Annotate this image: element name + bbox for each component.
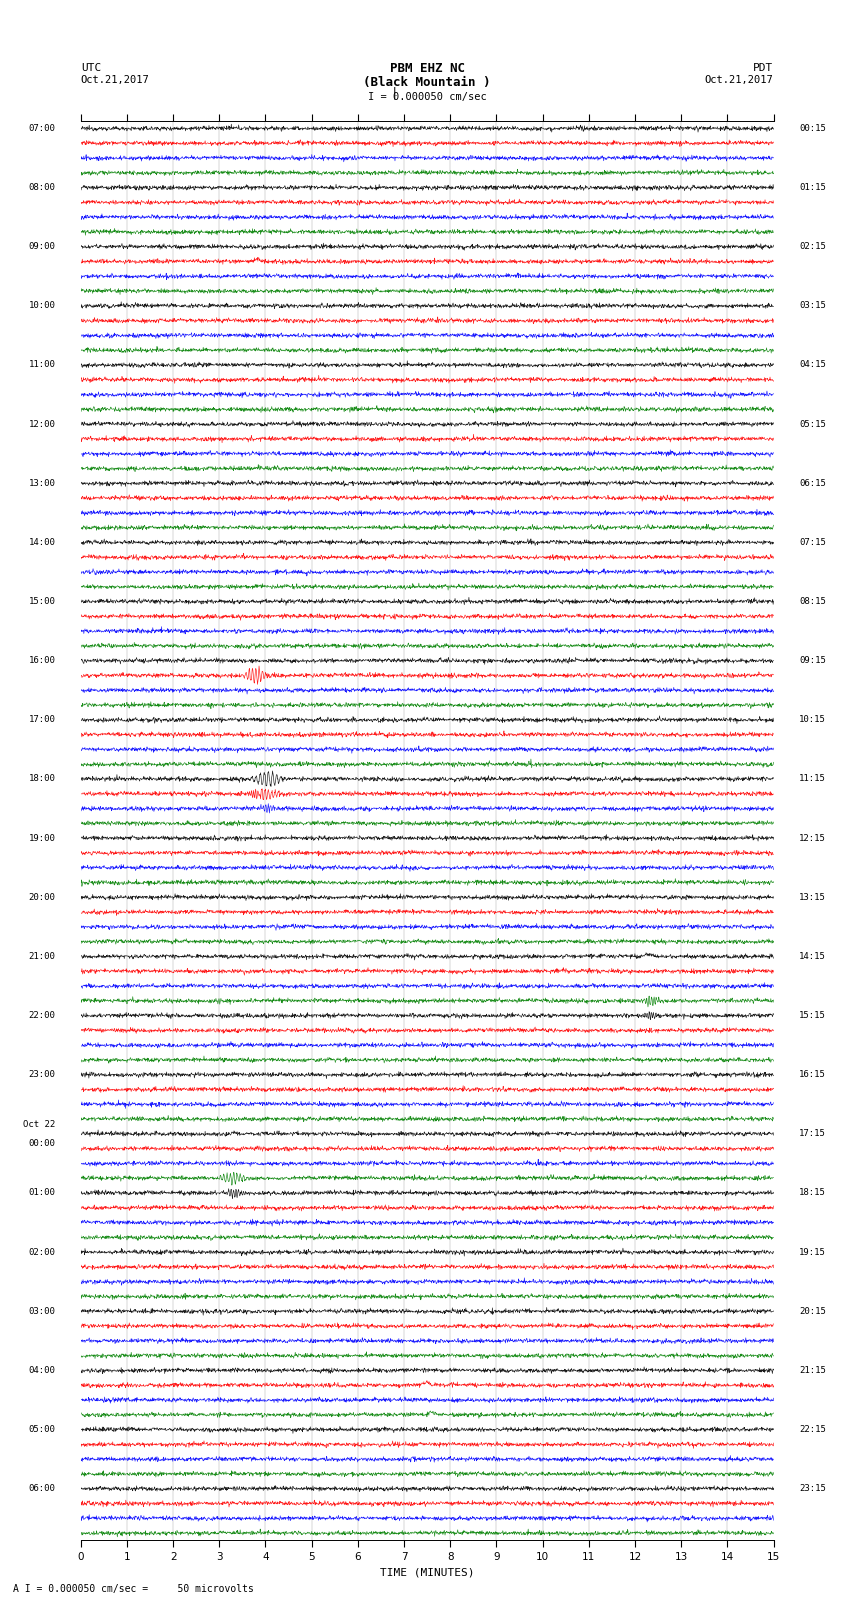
Text: 00:00: 00:00 [28, 1139, 55, 1148]
Text: 04:00: 04:00 [28, 1366, 55, 1374]
Text: A I = 0.000050 cm/sec =     50 microvolts: A I = 0.000050 cm/sec = 50 microvolts [13, 1584, 253, 1594]
Text: 13:15: 13:15 [799, 892, 826, 902]
Text: 17:15: 17:15 [799, 1129, 826, 1139]
Text: 18:00: 18:00 [28, 774, 55, 784]
Text: 02:00: 02:00 [28, 1247, 55, 1257]
Text: 08:15: 08:15 [799, 597, 826, 606]
Text: 07:15: 07:15 [799, 537, 826, 547]
Text: PDT: PDT [753, 63, 774, 73]
Text: 05:00: 05:00 [28, 1424, 55, 1434]
Text: 11:00: 11:00 [28, 360, 55, 369]
Text: 11:15: 11:15 [799, 774, 826, 784]
Text: 07:00: 07:00 [28, 124, 55, 132]
Text: 14:15: 14:15 [799, 952, 826, 961]
Text: 06:15: 06:15 [799, 479, 826, 487]
Text: 04:15: 04:15 [799, 360, 826, 369]
Text: UTC: UTC [81, 63, 101, 73]
Text: 02:15: 02:15 [799, 242, 826, 252]
Text: 06:00: 06:00 [28, 1484, 55, 1494]
Text: 15:00: 15:00 [28, 597, 55, 606]
Text: PBM EHZ NC: PBM EHZ NC [389, 61, 465, 76]
Text: 09:15: 09:15 [799, 656, 826, 665]
Text: |: | [391, 85, 399, 100]
Text: 10:00: 10:00 [28, 302, 55, 310]
Text: 23:15: 23:15 [799, 1484, 826, 1494]
Text: 03:15: 03:15 [799, 302, 826, 310]
Text: 08:00: 08:00 [28, 182, 55, 192]
Text: 22:15: 22:15 [799, 1424, 826, 1434]
Text: 10:15: 10:15 [799, 715, 826, 724]
Text: 23:00: 23:00 [28, 1069, 55, 1079]
Text: 03:00: 03:00 [28, 1307, 55, 1316]
Text: Oct 22: Oct 22 [23, 1119, 55, 1129]
Text: 19:15: 19:15 [799, 1247, 826, 1257]
Text: 01:15: 01:15 [799, 182, 826, 192]
Text: Oct.21,2017: Oct.21,2017 [81, 76, 150, 85]
Text: 16:15: 16:15 [799, 1069, 826, 1079]
Text: 16:00: 16:00 [28, 656, 55, 665]
Text: (Black Mountain ): (Black Mountain ) [364, 76, 491, 89]
Text: 15:15: 15:15 [799, 1011, 826, 1019]
Text: 22:00: 22:00 [28, 1011, 55, 1019]
Text: 09:00: 09:00 [28, 242, 55, 252]
Text: 20:00: 20:00 [28, 892, 55, 902]
Text: 12:00: 12:00 [28, 419, 55, 429]
Text: 17:00: 17:00 [28, 715, 55, 724]
X-axis label: TIME (MINUTES): TIME (MINUTES) [380, 1568, 474, 1578]
Text: 18:15: 18:15 [799, 1189, 826, 1197]
Text: 01:00: 01:00 [28, 1189, 55, 1197]
Text: 21:00: 21:00 [28, 952, 55, 961]
Text: 00:15: 00:15 [799, 124, 826, 132]
Text: 21:15: 21:15 [799, 1366, 826, 1374]
Text: 05:15: 05:15 [799, 419, 826, 429]
Text: I = 0.000050 cm/sec: I = 0.000050 cm/sec [368, 92, 486, 102]
Text: 12:15: 12:15 [799, 834, 826, 842]
Text: 14:00: 14:00 [28, 537, 55, 547]
Text: Oct.21,2017: Oct.21,2017 [705, 76, 774, 85]
Text: 19:00: 19:00 [28, 834, 55, 842]
Text: 20:15: 20:15 [799, 1307, 826, 1316]
Text: 13:00: 13:00 [28, 479, 55, 487]
